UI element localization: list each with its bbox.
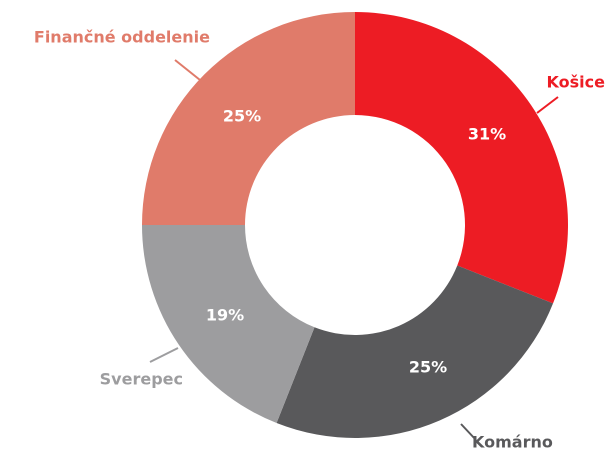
donut-segment	[355, 12, 568, 304]
donut-segment	[142, 12, 355, 225]
category-label: Košice	[547, 73, 606, 92]
value-label: 19%	[206, 306, 244, 325]
donut-segment	[276, 265, 554, 438]
value-label: 25%	[223, 107, 261, 126]
category-label: Sverepec	[100, 370, 183, 389]
value-label: 25%	[409, 358, 447, 377]
leader-line	[149, 347, 179, 363]
leader-line	[460, 423, 477, 441]
leader-line	[536, 96, 559, 114]
leader-line	[174, 59, 201, 81]
value-label: 31%	[468, 125, 506, 144]
category-label: Finančné oddelenie	[34, 28, 210, 47]
category-label: Komárno	[472, 433, 553, 452]
donut-segment	[142, 225, 315, 424]
